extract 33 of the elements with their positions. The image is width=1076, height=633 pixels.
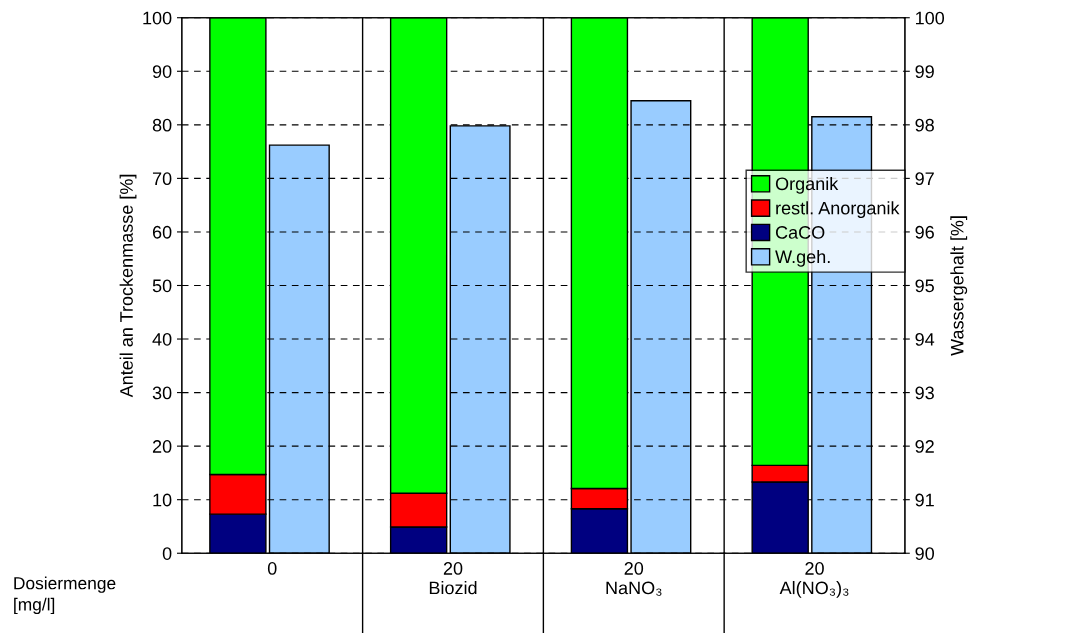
- y2-tick-label: 96: [915, 225, 934, 239]
- x-tick-label: 20 Biozid: [429, 562, 477, 595]
- y-tick-label: 80: [152, 118, 172, 132]
- y2-tick-label: 99: [915, 65, 934, 78]
- y-tick-label: 50: [152, 279, 172, 293]
- y-tick-label: 100: [143, 11, 172, 25]
- y2-tick-label: 90: [915, 547, 935, 560]
- x-tick-label: 0: [267, 562, 277, 575]
- y-tick-label: 70: [152, 172, 172, 186]
- y2-tick-label: 92: [915, 440, 934, 453]
- y-tick-label: 10: [153, 493, 172, 507]
- y2-axis-title: Wassergehalt [%]: [950, 216, 968, 356]
- y-tick-label: 90: [152, 65, 172, 78]
- y-tick-label: 60: [152, 225, 172, 239]
- y2-tick-label: 93: [915, 386, 934, 400]
- legend-label: CaCO: [775, 226, 825, 239]
- y-tick-label: 20: [152, 440, 172, 453]
- x-tick-label: 20 Al(NO₃)₃: [779, 562, 849, 598]
- y2-tick-label: 100: [916, 11, 945, 25]
- y-axis-title: Anteil an Trockenmasse [%]: [119, 174, 137, 398]
- y-tick-label: 0: [162, 547, 172, 560]
- x-tick-label: 20 NaNO₃: [606, 562, 662, 596]
- y2-tick-label: 98: [915, 118, 934, 132]
- y2-tick-label: 94: [915, 332, 935, 346]
- y-tick-label: 30: [152, 386, 172, 400]
- y2-tick-label: 91: [915, 493, 934, 507]
- legend-label: restl. Anorganik: [776, 201, 900, 219]
- y2-tick-label: 95: [915, 279, 934, 293]
- legend-label: Organik: [775, 176, 839, 194]
- y-tick-label: 40: [152, 332, 172, 346]
- y2-tick-label: 97: [915, 172, 934, 186]
- legend-label: W.geh.: [775, 249, 830, 267]
- text: Dosiermenge [mg/l]: [14, 576, 116, 615]
